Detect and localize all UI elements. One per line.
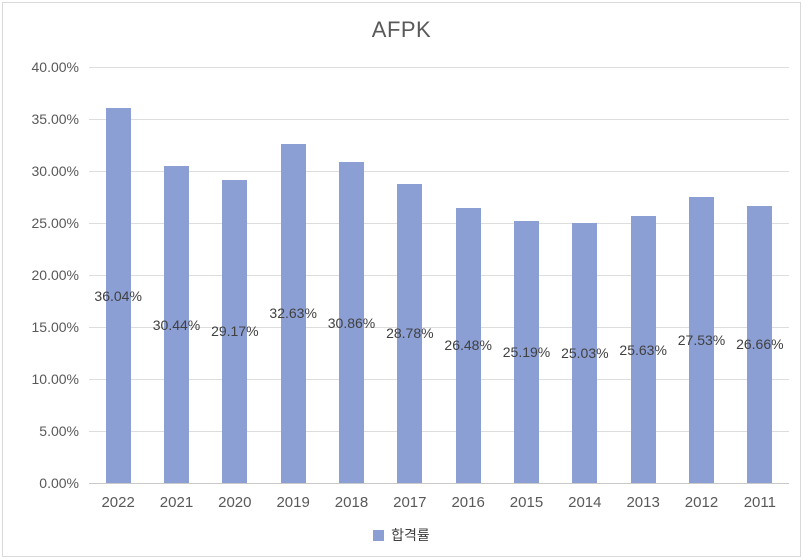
y-axis-tick-label: 0.00%	[39, 475, 79, 491]
bar-2016	[455, 207, 481, 483]
y-axis-tick-label: 40.00%	[31, 59, 79, 75]
data-label-2020: 29.17%	[211, 323, 259, 340]
x-axis-tick-label: 2018	[334, 494, 369, 511]
gridline	[89, 431, 789, 432]
bar-2012	[689, 196, 714, 483]
bar-2018	[339, 162, 364, 483]
gridline	[89, 171, 789, 172]
x-axis-tick-label: 2020	[218, 494, 252, 511]
x-axis-tick-label: 2014	[568, 494, 602, 511]
data-label-2011: 26.66%	[736, 336, 784, 353]
data-label-2012: 27.53%	[677, 331, 726, 348]
data-label-2018: 30.86%	[327, 314, 376, 331]
x-axis-tick-label: 2016	[451, 494, 485, 511]
bar-2014	[572, 222, 598, 483]
bar-2013	[630, 216, 656, 483]
x-axis-line	[89, 483, 789, 484]
data-label-2015: 25.19%	[502, 344, 551, 360]
y-axis-tick-label: 20.00%	[31, 267, 79, 283]
gridline	[89, 327, 789, 328]
chart-title: AFPK	[371, 17, 432, 42]
legend-swatch-icon	[373, 529, 385, 541]
y-axis-tick-label: 30.00%	[31, 163, 79, 179]
bar-2022	[105, 108, 131, 483]
y-axis-tick-label: 35.00%	[31, 111, 79, 127]
bar-2015	[514, 221, 539, 483]
plot-area: 0.00% 5.00% 10.00% 15.00% 20.00% 25.00% 30.00%…	[3, 3, 800, 556]
x-axis-tick-label: 2017	[393, 494, 427, 511]
data-label-2022: 36.04%	[94, 287, 142, 304]
x-axis-tick-label: 2013	[626, 494, 660, 511]
y-axis-tick-label: 5.00%	[39, 423, 79, 439]
data-label-2016: 26.48%	[444, 337, 492, 354]
bar-2020	[222, 179, 248, 483]
bar-2011	[747, 205, 773, 483]
x-axis-tick-label: 2019	[276, 494, 310, 511]
data-label-2021: 30.44%	[152, 316, 201, 333]
legend: 합격률	[3, 525, 800, 545]
gridline	[89, 275, 789, 276]
x-axis-tick-label: 2011	[743, 494, 776, 511]
x-axis-tick-label: 2015	[509, 494, 544, 511]
gridline	[89, 223, 789, 224]
x-axis-tick-label: 2012	[684, 494, 719, 511]
gridline	[89, 379, 789, 380]
bar-2019	[280, 143, 306, 483]
x-axis-tick-label: 2022	[101, 494, 135, 511]
gridline	[89, 119, 789, 120]
gridline	[89, 67, 789, 68]
x-axis-tick-label: 2021	[159, 494, 194, 511]
bar-2017	[397, 183, 423, 483]
data-label-2013: 25.63%	[619, 341, 667, 358]
y-axis-tick-label: 10.00%	[31, 371, 79, 387]
y-axis-tick-label: 25.00%	[31, 215, 79, 231]
data-label-2019: 32.63%	[269, 305, 317, 322]
bar-2021	[164, 166, 189, 483]
data-label-2014: 25.03%	[561, 344, 609, 361]
legend-label: 합격률	[391, 527, 430, 543]
y-axis-tick-label: 15.00%	[31, 319, 79, 335]
data-label-2017: 28.78%	[386, 325, 434, 342]
